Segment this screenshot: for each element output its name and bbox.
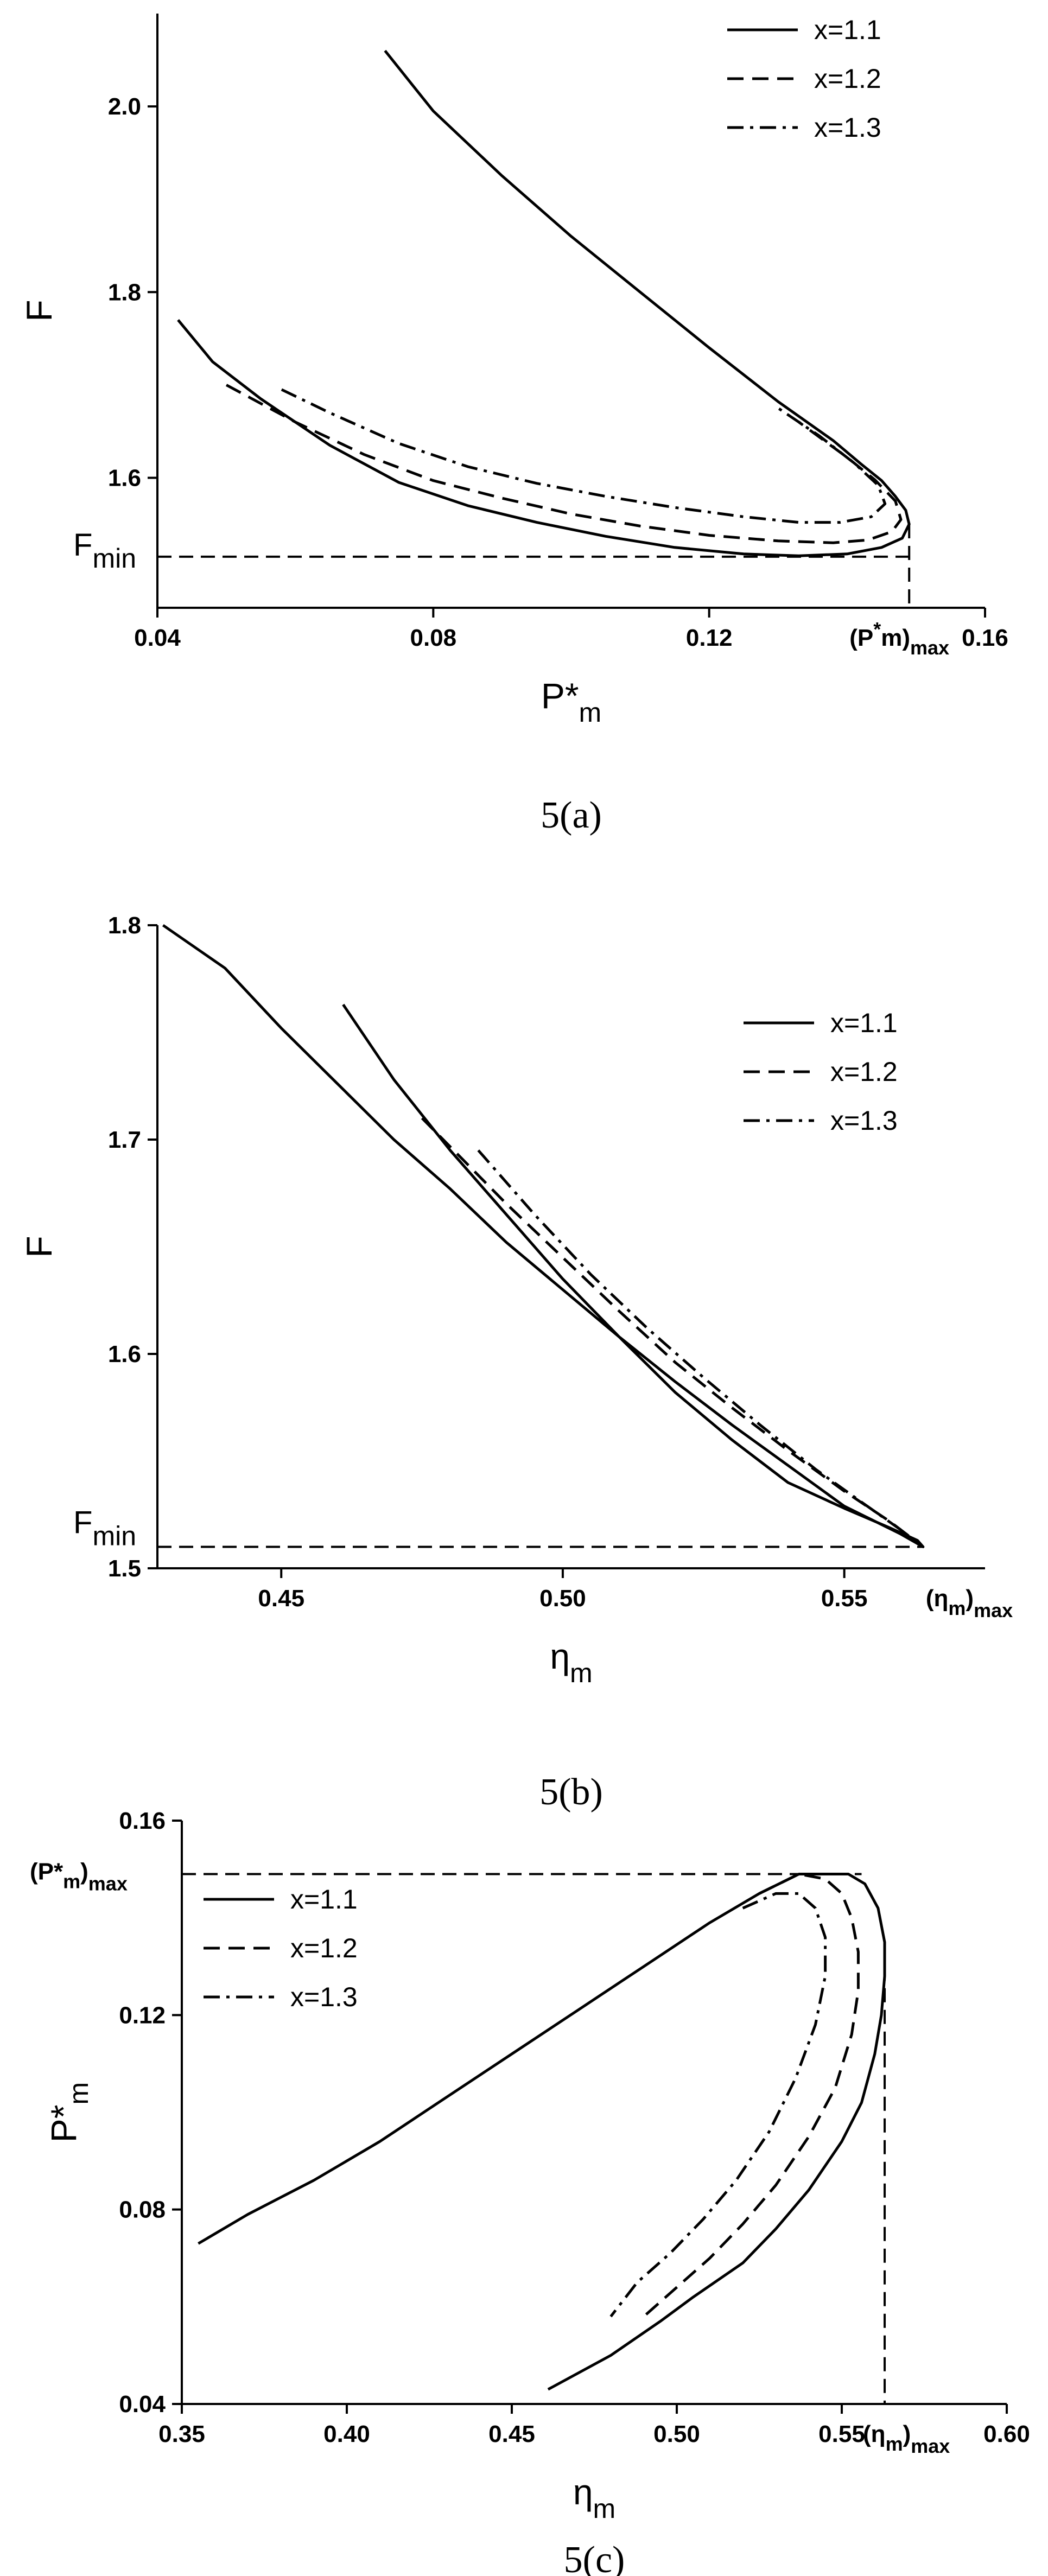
y-axis-title: P*m (43, 2082, 94, 2142)
y-tick-label: 0.16 (119, 1808, 166, 1834)
x-tick-label: 0.55 (818, 2421, 865, 2447)
x-axis-title-sub: m (593, 2494, 616, 2524)
series-line-x=1.2 (225, 384, 903, 544)
series-line-x=1.2 (421, 1117, 919, 1544)
pmax-label-mid: m (881, 625, 902, 651)
y-tick-label: 1.7 (108, 1127, 141, 1153)
legend-label: x=1.2 (290, 1933, 358, 1963)
eta-max-label-m: m (886, 2433, 903, 2455)
y-tick-label: 1.8 (108, 912, 141, 939)
pmax-label-m: m (63, 1871, 80, 1893)
fmin-label: Fmin (73, 1505, 136, 1551)
x-tick-label: 0.45 (258, 1585, 304, 1612)
legend-label: x=1.3 (814, 112, 881, 143)
eta-max-label: (ηm)max (863, 2421, 950, 2457)
y-axis-title: F (19, 1236, 59, 1257)
legend-label: x=1.1 (290, 1884, 358, 1914)
legend-label: x=1.3 (290, 1982, 358, 2012)
y-tick-label: 1.6 (108, 465, 141, 491)
legend-label: x=1.3 (830, 1105, 898, 1136)
eta-max-label-m: m (948, 1597, 966, 1619)
x-tick-label: 0.35 (158, 2421, 205, 2447)
y-axis-title: F (19, 300, 59, 321)
y-tick-label: 1.8 (108, 279, 141, 306)
figure-caption: 5(b) (539, 1771, 603, 1813)
x-tick-label: 0.60 (983, 2421, 1030, 2447)
x-tick-label: 0.50 (539, 1585, 586, 1612)
pmax-label-tail: ) (902, 625, 910, 651)
chart-panel-1: 0.04 0.08 0.12 0.16 1.6 1.8 2.0 P*m F Fmin (P*m)ma… (19, 14, 1008, 836)
legend-label: x=1.1 (830, 1008, 898, 1038)
series-line-x=1.3 (477, 1149, 919, 1544)
x-axis-title: ηm (550, 1636, 592, 1688)
y-tick-label: 1.6 (108, 1341, 141, 1367)
x-tick-label: 0.16 (962, 625, 1008, 651)
chart-panel-3: 0.35 0.40 0.45 0.50 0.55 0.60 0.04 0.08 0.12 0.16… (30, 1808, 1030, 2576)
legend-label: x=1.2 (830, 1057, 898, 1087)
pmax-label-tail: ) (80, 1859, 88, 1885)
y-tick-label: 0.04 (119, 2391, 166, 2418)
legend-label: x=1.2 (814, 63, 881, 94)
series-line-x=1.1 (177, 49, 911, 557)
x-axis-title: ηm (573, 2472, 615, 2524)
legend-label: x=1.1 (814, 15, 881, 45)
series-line-x=1.3 (609, 1892, 827, 2318)
eta-max-label-tail: ) (903, 2421, 911, 2447)
x-axis-title: P*m (541, 676, 601, 728)
eta-max-label: (ηm)max (926, 1585, 1013, 1621)
y-tick-label: 2.0 (108, 93, 141, 120)
y-tick-label: 0.12 (119, 2002, 166, 2028)
figure-caption: 5(a) (541, 794, 602, 836)
series-line-x=1.1 (198, 1873, 886, 2391)
x-axis-title-sub: m (579, 697, 602, 728)
pmax-label-sub: max (910, 637, 949, 659)
pmax-label-sup: * (873, 618, 881, 640)
x-tick-label: 0.55 (821, 1585, 868, 1612)
y-tick-label: 0.08 (119, 2197, 166, 2223)
series-line-x=1.1 (162, 924, 925, 1548)
x-tick-label: 0.08 (410, 625, 457, 651)
fmin-label-sub: min (92, 543, 136, 574)
pmax-label: (P*m)max (849, 618, 949, 659)
pmax-label: (P*m)max (30, 1859, 128, 1895)
x-tick-label: 0.40 (323, 2421, 370, 2447)
x-tick-label: 0.45 (488, 2421, 535, 2447)
x-tick-label: 0.12 (686, 625, 733, 651)
eta-max-label-sub: max (911, 2435, 950, 2457)
fmin-label: Fmin (73, 527, 136, 574)
figure-caption: 5(c) (564, 2539, 625, 2576)
fmin-label-sub: min (92, 1521, 136, 1551)
eta-max-label-tail: ) (966, 1585, 974, 1612)
y-tick-label: 1.5 (108, 1555, 141, 1582)
pmax-label-sub: max (88, 1873, 128, 1895)
series-line-x=1.3 (281, 388, 887, 524)
x-axis-title-sub: m (570, 1658, 593, 1688)
x-tick-label: 0.04 (134, 625, 181, 651)
y-axis-title-sub: m (63, 2082, 94, 2105)
series-line-x=1.2 (643, 1873, 860, 2318)
x-tick-label: 0.50 (653, 2421, 700, 2447)
eta-max-label-sub: max (974, 1599, 1013, 1621)
chart-panel-2: 0.45 0.50 0.55 1.5 1.6 1.7 1.8 ηm F Fmin (ηm)max x=… (19, 912, 1013, 1813)
